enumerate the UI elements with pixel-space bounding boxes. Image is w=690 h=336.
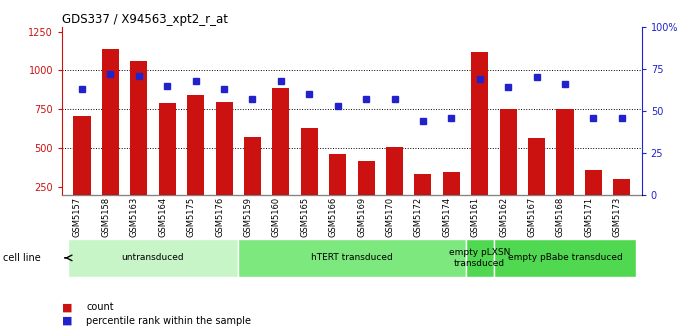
Text: empty pBabe transduced: empty pBabe transduced — [508, 253, 622, 262]
Text: empty pLXSN
transduced: empty pLXSN transduced — [449, 248, 511, 267]
Text: cell line: cell line — [3, 253, 41, 263]
Bar — [244, 137, 261, 226]
Text: GSM5175: GSM5175 — [186, 197, 196, 237]
Bar — [613, 179, 631, 226]
Bar — [159, 103, 176, 226]
Text: ■: ■ — [62, 316, 72, 326]
Bar — [187, 95, 204, 226]
Bar — [130, 61, 148, 226]
Bar — [494, 239, 636, 277]
Bar — [357, 161, 375, 226]
Bar — [585, 170, 602, 226]
Bar — [102, 49, 119, 226]
Text: GSM5169: GSM5169 — [357, 197, 366, 237]
Text: GSM5165: GSM5165 — [300, 197, 309, 237]
Text: GSM5174: GSM5174 — [442, 197, 451, 237]
Text: GSM5172: GSM5172 — [414, 197, 423, 237]
Text: GDS337 / X94563_xpt2_r_at: GDS337 / X94563_xpt2_r_at — [62, 13, 228, 26]
Bar — [528, 138, 545, 226]
Bar — [386, 146, 403, 226]
Text: GSM5162: GSM5162 — [499, 197, 508, 237]
Text: GSM5168: GSM5168 — [556, 197, 565, 237]
Text: count: count — [86, 302, 114, 312]
Text: GSM5160: GSM5160 — [272, 197, 281, 237]
Text: GSM5161: GSM5161 — [471, 197, 480, 237]
Bar — [415, 174, 431, 226]
Bar — [215, 101, 233, 226]
Bar — [443, 172, 460, 226]
Text: GSM5166: GSM5166 — [328, 197, 337, 237]
Text: ■: ■ — [62, 302, 72, 312]
Text: GSM5163: GSM5163 — [130, 197, 139, 237]
Bar — [68, 239, 238, 277]
Text: GSM5157: GSM5157 — [73, 197, 82, 237]
Bar — [273, 88, 289, 226]
Text: GSM5173: GSM5173 — [613, 197, 622, 237]
Text: GSM5164: GSM5164 — [158, 197, 167, 237]
Bar — [301, 128, 318, 226]
Text: GSM5176: GSM5176 — [215, 197, 224, 237]
Bar — [238, 239, 466, 277]
Text: GSM5167: GSM5167 — [528, 197, 537, 237]
Bar — [329, 154, 346, 226]
Bar — [466, 239, 494, 277]
Bar — [500, 109, 517, 226]
Text: percentile rank within the sample: percentile rank within the sample — [86, 316, 251, 326]
Text: GSM5171: GSM5171 — [584, 197, 593, 237]
Text: GSM5158: GSM5158 — [101, 197, 110, 237]
Bar — [73, 116, 90, 226]
Bar — [471, 52, 489, 226]
Bar — [556, 109, 573, 226]
Text: GSM5159: GSM5159 — [244, 197, 253, 237]
Text: untransduced: untransduced — [121, 253, 184, 262]
Text: GSM5170: GSM5170 — [386, 197, 395, 237]
Text: hTERT transduced: hTERT transduced — [311, 253, 393, 262]
